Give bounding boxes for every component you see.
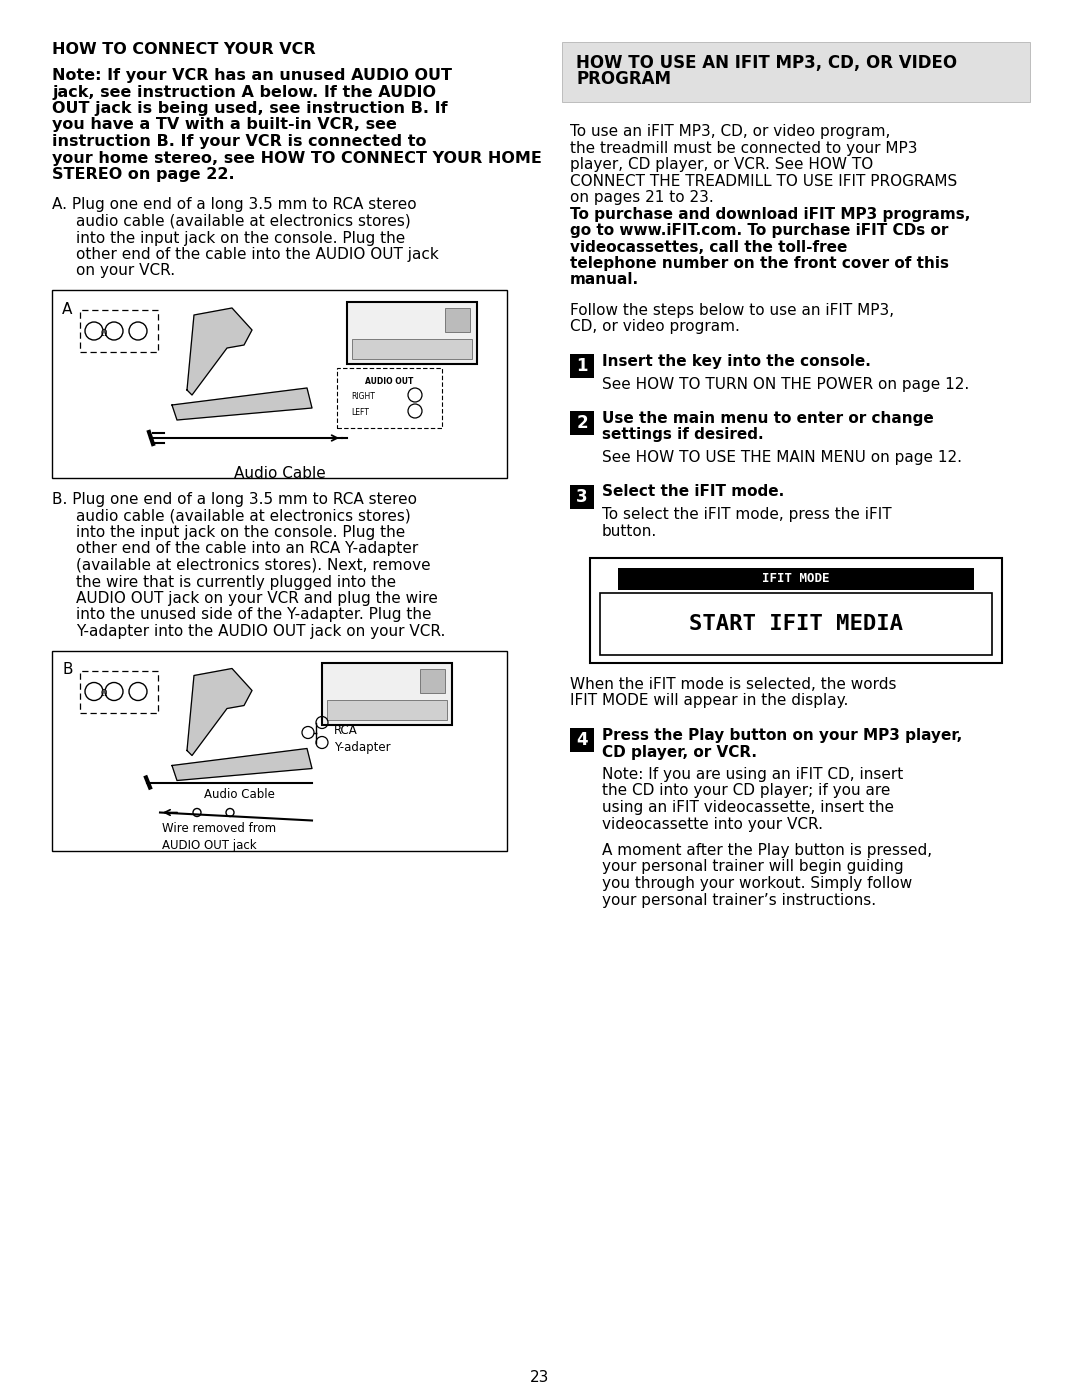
Text: manual.: manual. <box>570 272 639 288</box>
Text: your home stereo, see HOW TO CONNECT YOUR HOME: your home stereo, see HOW TO CONNECT YOU… <box>52 151 542 165</box>
Text: HOW TO CONNECT YOUR VCR: HOW TO CONNECT YOUR VCR <box>52 42 315 57</box>
Text: When the iFIT mode is selected, the words: When the iFIT mode is selected, the word… <box>570 678 896 692</box>
Bar <box>570 411 594 434</box>
Text: settings if desired.: settings if desired. <box>602 427 764 443</box>
Text: Note: If you are using an iFIT CD, insert: Note: If you are using an iFIT CD, inser… <box>602 767 903 782</box>
Text: videocassettes, call the toll-free: videocassettes, call the toll-free <box>570 239 848 254</box>
Bar <box>322 662 453 725</box>
Text: A: A <box>62 302 72 317</box>
Bar <box>337 367 442 427</box>
Text: CONNECT THE TREADMILL TO USE IFIT PROGRAMS: CONNECT THE TREADMILL TO USE IFIT PROGRA… <box>570 173 957 189</box>
Text: CD player, or VCR.: CD player, or VCR. <box>602 745 757 760</box>
Text: AUDIO OUT: AUDIO OUT <box>365 377 414 386</box>
Text: Insert the key into the console.: Insert the key into the console. <box>602 353 870 369</box>
Text: Y-adapter into the AUDIO OUT jack on your VCR.: Y-adapter into the AUDIO OUT jack on you… <box>76 624 445 638</box>
Bar <box>420 669 445 693</box>
Text: 23: 23 <box>530 1370 550 1384</box>
Text: A moment after the Play button is pressed,: A moment after the Play button is presse… <box>602 842 932 858</box>
Text: using an iFIT videocassette, insert the: using an iFIT videocassette, insert the <box>602 800 894 814</box>
Text: STEREO on page 22.: STEREO on page 22. <box>52 168 234 182</box>
Text: 2: 2 <box>577 414 588 432</box>
Bar <box>618 569 974 590</box>
Text: Follow the steps below to use an iFIT MP3,: Follow the steps below to use an iFIT MP… <box>570 303 894 319</box>
Bar <box>352 339 472 359</box>
Text: 1: 1 <box>577 358 588 374</box>
Text: your personal trainer’s instructions.: your personal trainer’s instructions. <box>602 893 876 908</box>
Text: your personal trainer will begin guiding: your personal trainer will begin guiding <box>602 859 904 875</box>
Text: IFIT MODE will appear in the display.: IFIT MODE will appear in the display. <box>570 693 849 708</box>
Text: LEFT: LEFT <box>351 408 369 416</box>
Text: Note: If your VCR has an unused AUDIO OUT: Note: If your VCR has an unused AUDIO OU… <box>52 68 453 82</box>
Text: See HOW TO USE THE MAIN MENU on page 12.: See HOW TO USE THE MAIN MENU on page 12. <box>602 450 962 465</box>
Text: To use an iFIT MP3, CD, or video program,: To use an iFIT MP3, CD, or video program… <box>570 124 890 138</box>
Text: 3: 3 <box>577 488 588 506</box>
Text: (available at electronics stores). Next, remove: (available at electronics stores). Next,… <box>76 557 431 573</box>
Text: 4: 4 <box>577 731 588 749</box>
Text: videocassette into your VCR.: videocassette into your VCR. <box>602 816 823 831</box>
Bar <box>570 353 594 379</box>
Bar <box>562 42 1030 102</box>
Text: START IFIT MEDIA: START IFIT MEDIA <box>689 615 903 634</box>
Bar <box>80 671 158 712</box>
Text: RCA
Y-adapter: RCA Y-adapter <box>334 725 391 753</box>
Polygon shape <box>187 307 252 395</box>
Text: telephone number on the front cover of this: telephone number on the front cover of t… <box>570 256 949 271</box>
Text: audio cable (available at electronics stores): audio cable (available at electronics st… <box>76 509 410 524</box>
Text: into the input jack on the console. Plug the: into the input jack on the console. Plug… <box>76 231 405 246</box>
Text: other end of the cable into the AUDIO OUT jack: other end of the cable into the AUDIO OU… <box>76 247 438 263</box>
Text: into the input jack on the console. Plug the: into the input jack on the console. Plug… <box>76 525 405 541</box>
Text: Select the iFIT mode.: Select the iFIT mode. <box>602 485 784 500</box>
Text: Audio Cable: Audio Cable <box>233 467 325 481</box>
Bar <box>52 651 507 851</box>
Text: jack, see instruction A below. If the AUDIO: jack, see instruction A below. If the AU… <box>52 84 436 99</box>
Text: PROGRAM: PROGRAM <box>576 70 671 88</box>
Bar <box>347 302 477 365</box>
Bar <box>445 307 470 332</box>
Text: IFIT MODE: IFIT MODE <box>762 573 829 585</box>
Text: To select the iFIT mode, press the iFIT: To select the iFIT mode, press the iFIT <box>602 507 892 522</box>
Text: Use the main menu to enter or change: Use the main menu to enter or change <box>602 411 934 426</box>
Polygon shape <box>172 388 312 420</box>
Text: Wire removed from
AUDIO OUT jack: Wire removed from AUDIO OUT jack <box>162 823 276 852</box>
Text: go to www.iFIT.com. To purchase iFIT CDs or: go to www.iFIT.com. To purchase iFIT CDs… <box>570 224 948 237</box>
Bar <box>327 700 447 719</box>
Text: A. Plug one end of a long 3.5 mm to RCA stereo: A. Plug one end of a long 3.5 mm to RCA … <box>52 197 417 212</box>
Bar <box>52 291 507 478</box>
Text: B: B <box>62 662 72 678</box>
Bar <box>600 592 993 655</box>
Bar <box>80 310 158 352</box>
Text: See HOW TO TURN ON THE POWER on page 12.: See HOW TO TURN ON THE POWER on page 12. <box>602 377 969 391</box>
Text: Ω: Ω <box>100 328 107 338</box>
Text: the treadmill must be connected to your MP3: the treadmill must be connected to your … <box>570 141 918 155</box>
Text: you have a TV with a built-in VCR, see: you have a TV with a built-in VCR, see <box>52 117 396 133</box>
Text: other end of the cable into an RCA Y-adapter: other end of the cable into an RCA Y-ada… <box>76 542 418 556</box>
Text: on your VCR.: on your VCR. <box>76 264 175 278</box>
Text: button.: button. <box>602 524 658 538</box>
Text: audio cable (available at electronics stores): audio cable (available at electronics st… <box>76 214 410 229</box>
Text: RIGHT: RIGHT <box>351 393 375 401</box>
Text: OUT jack is being used, see instruction B. If: OUT jack is being used, see instruction … <box>52 101 447 116</box>
Text: Audio Cable: Audio Cable <box>204 788 275 802</box>
Bar <box>590 557 1002 664</box>
Text: B. Plug one end of a long 3.5 mm to RCA stereo: B. Plug one end of a long 3.5 mm to RCA … <box>52 492 417 507</box>
Text: on pages 21 to 23.: on pages 21 to 23. <box>570 190 714 205</box>
Text: Press the Play button on your MP3 player,: Press the Play button on your MP3 player… <box>602 728 962 743</box>
Text: instruction B. If your VCR is connected to: instruction B. If your VCR is connected … <box>52 134 427 149</box>
Text: AUDIO OUT jack on your VCR and plug the wire: AUDIO OUT jack on your VCR and plug the … <box>76 591 437 606</box>
Text: To purchase and download iFIT MP3 programs,: To purchase and download iFIT MP3 progra… <box>570 207 970 222</box>
Text: CD, or video program.: CD, or video program. <box>570 320 740 334</box>
Polygon shape <box>172 749 312 781</box>
Text: into the unused side of the Y-adapter. Plug the: into the unused side of the Y-adapter. P… <box>76 608 432 623</box>
Bar <box>570 728 594 752</box>
Polygon shape <box>187 669 252 756</box>
Text: the wire that is currently plugged into the: the wire that is currently plugged into … <box>76 574 396 590</box>
Text: HOW TO USE AN IFIT MP3, CD, OR VIDEO: HOW TO USE AN IFIT MP3, CD, OR VIDEO <box>576 54 957 73</box>
Text: player, CD player, or VCR. See HOW TO: player, CD player, or VCR. See HOW TO <box>570 156 874 172</box>
Text: Ω: Ω <box>100 689 107 698</box>
Text: you through your workout. Simply follow: you through your workout. Simply follow <box>602 876 913 891</box>
Text: the CD into your CD player; if you are: the CD into your CD player; if you are <box>602 784 890 799</box>
Bar <box>570 485 594 509</box>
